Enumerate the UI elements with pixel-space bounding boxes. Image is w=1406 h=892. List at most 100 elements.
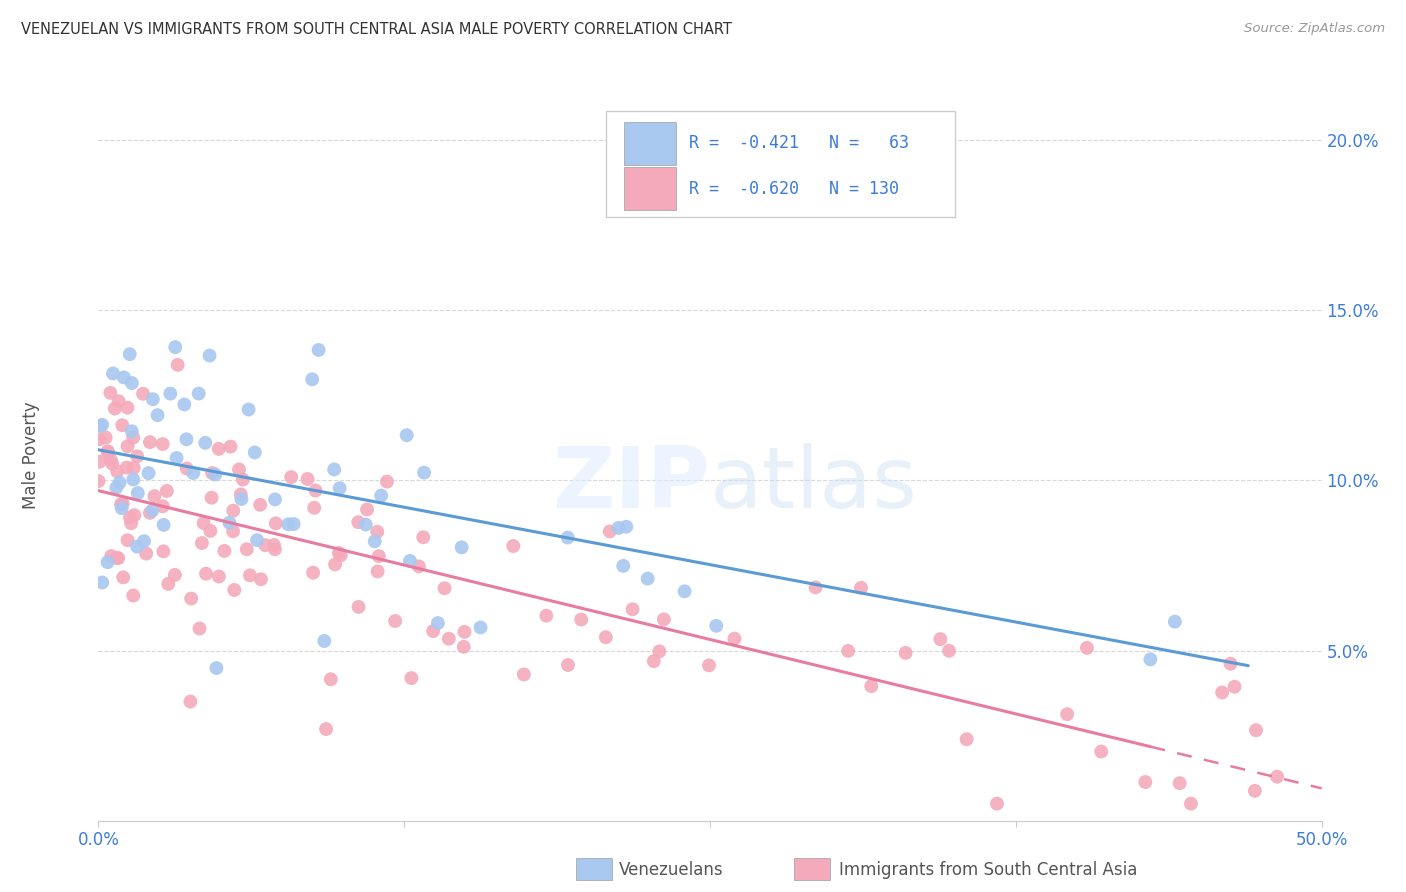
Point (104, 401, 127, 416)
Point (302, 500, 325, 515)
Point (433, 581, 456, 595)
Point (599, 524, 621, 539)
Point (249, 498, 271, 512)
Point (117, 533, 139, 548)
Point (112, 370, 135, 384)
Point (356, 502, 378, 516)
Point (470, 620, 492, 634)
Text: Male Poverty: Male Poverty (22, 401, 41, 508)
Point (401, 671, 423, 685)
Point (152, 544, 174, 558)
Point (297, 472, 319, 486)
Point (124, 508, 146, 523)
Text: R =  -0.620   N = 130: R = -0.620 N = 130 (689, 179, 900, 198)
Point (111, 418, 134, 433)
Point (108, 475, 131, 490)
Point (637, 572, 659, 586)
Point (87, 474, 110, 488)
Point (1164, 615, 1187, 629)
Point (111, 501, 134, 516)
Point (91, 575, 114, 590)
Point (347, 599, 370, 614)
Point (132, 386, 155, 401)
Point (146, 408, 169, 422)
Point (100, 549, 122, 563)
Point (188, 622, 211, 636)
Point (195, 566, 218, 581)
FancyBboxPatch shape (624, 122, 676, 164)
Point (704, 619, 727, 633)
Point (138, 466, 160, 480)
Point (101, 367, 124, 381)
Point (395, 428, 418, 442)
Point (453, 624, 475, 639)
Point (375, 475, 398, 489)
Point (986, 797, 1008, 811)
Point (652, 612, 675, 626)
Point (1265, 770, 1288, 784)
Point (205, 661, 228, 675)
Point (152, 517, 174, 532)
Point (156, 483, 179, 498)
Point (938, 644, 960, 658)
Point (121, 425, 143, 439)
Point (94, 431, 117, 445)
Point (97, 444, 120, 458)
Point (849, 581, 872, 595)
Point (302, 566, 325, 580)
Point (122, 473, 145, 487)
Point (1211, 685, 1233, 699)
Point (254, 538, 277, 552)
Point (115, 460, 138, 475)
Point (250, 572, 273, 586)
Point (152, 500, 174, 514)
Point (595, 630, 617, 644)
Point (120, 516, 142, 531)
Point (354, 517, 377, 532)
Point (280, 470, 302, 484)
Point (413, 466, 436, 480)
Point (98, 385, 121, 400)
Point (200, 491, 222, 505)
Point (165, 340, 187, 354)
Point (141, 503, 163, 517)
Point (179, 695, 201, 709)
Point (127, 540, 149, 554)
Point (105, 465, 128, 479)
Text: ZIP: ZIP (553, 442, 710, 525)
Point (163, 568, 186, 582)
Point (238, 402, 260, 417)
Point (399, 554, 422, 568)
Point (127, 450, 149, 464)
Point (929, 632, 952, 647)
Point (166, 450, 188, 465)
Point (621, 602, 644, 616)
Text: Immigrants from South Central Asia: Immigrants from South Central Asia (839, 861, 1137, 879)
Point (301, 372, 323, 386)
FancyBboxPatch shape (624, 168, 676, 210)
Point (384, 614, 406, 628)
Point (176, 432, 198, 446)
Point (110, 497, 132, 511)
Point (366, 524, 388, 539)
Point (264, 492, 287, 507)
Point (127, 486, 149, 500)
Point (453, 640, 475, 654)
Point (229, 487, 252, 501)
Point (450, 541, 472, 555)
Point (408, 559, 430, 574)
Point (323, 558, 346, 572)
Point (121, 376, 143, 390)
Point (97, 555, 120, 569)
Point (1168, 776, 1191, 790)
Point (1244, 784, 1267, 798)
Point (157, 577, 180, 591)
Point (232, 473, 254, 487)
Point (122, 430, 145, 444)
Point (569, 613, 592, 627)
Point (159, 386, 181, 401)
Point (329, 549, 352, 563)
Point (139, 435, 162, 450)
Point (200, 524, 222, 538)
Point (101, 457, 124, 471)
